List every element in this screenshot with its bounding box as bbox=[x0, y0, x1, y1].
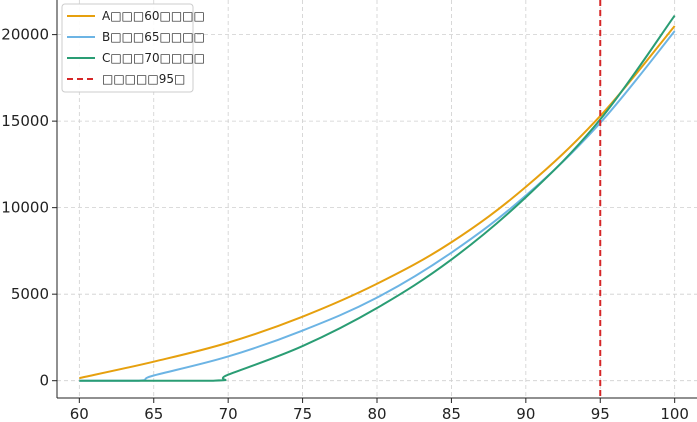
series-line-3 bbox=[79, 14, 676, 382]
x-tick-label: 90 bbox=[516, 405, 535, 422]
legend-box bbox=[61, 3, 194, 93]
x-tick-label: 75 bbox=[293, 405, 312, 422]
y-tick-label: 0 bbox=[39, 372, 49, 390]
x-tick-label: 60 bbox=[70, 405, 89, 422]
legend-label: A□□□60□□□□ bbox=[102, 9, 205, 23]
y-tick-label: 20000 bbox=[1, 26, 49, 44]
x-tick-label: 70 bbox=[219, 405, 238, 422]
legend-label: B□□□65□□□□ bbox=[102, 30, 205, 44]
y-tick-label: 10000 bbox=[1, 199, 49, 217]
x-tick-label: 85 bbox=[442, 405, 461, 422]
y-tick-label: 5000 bbox=[11, 285, 49, 303]
legend-label: □□□□□95□ bbox=[102, 72, 185, 86]
x-tick-label: 80 bbox=[367, 405, 386, 422]
series-line-1 bbox=[79, 25, 676, 380]
series-lines bbox=[79, 14, 676, 382]
legend-label: C□□□70□□□□ bbox=[102, 51, 205, 65]
x-tick-label: 100 bbox=[660, 405, 689, 422]
legend: A□□□60□□□□ B□□□65□□□□ C□□□70□□□□ □□□□□95□ bbox=[61, 3, 205, 93]
grid bbox=[57, 0, 697, 398]
x-tick-label: 95 bbox=[591, 405, 610, 422]
y-tick-label: 15000 bbox=[1, 112, 49, 130]
x-tick-label: 65 bbox=[144, 405, 163, 422]
